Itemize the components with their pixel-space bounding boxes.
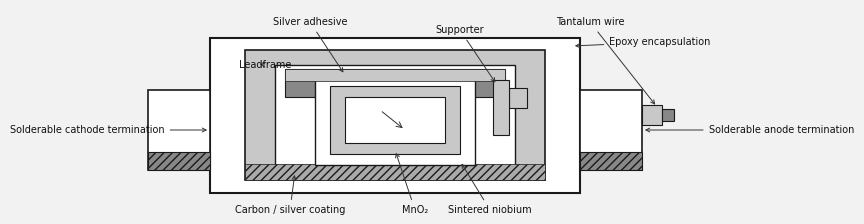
Bar: [509, 88, 527, 108]
Bar: [285, 69, 505, 81]
Bar: [662, 109, 674, 121]
Bar: [285, 69, 505, 97]
Bar: [580, 152, 642, 170]
Text: Supporter: Supporter: [435, 25, 495, 82]
Text: Tantalum wire: Tantalum wire: [556, 17, 655, 104]
Bar: [580, 90, 642, 170]
Bar: [493, 80, 509, 135]
Bar: [330, 86, 460, 154]
Bar: [245, 50, 545, 180]
Bar: [642, 105, 662, 125]
Bar: [245, 164, 545, 180]
Text: MnO₂: MnO₂: [396, 154, 429, 215]
Text: Leadframe: Leadframe: [238, 60, 291, 70]
Text: Epoxy encapsulation: Epoxy encapsulation: [576, 37, 711, 47]
Text: Solderable anode termination: Solderable anode termination: [646, 125, 854, 135]
Text: Carbon / silver coating: Carbon / silver coating: [235, 176, 346, 215]
Bar: [275, 65, 515, 165]
Text: Sintered niobium: Sintered niobium: [448, 164, 532, 215]
Bar: [345, 97, 445, 143]
Bar: [210, 38, 580, 193]
Bar: [148, 90, 210, 170]
Text: Silver adhesive: Silver adhesive: [273, 17, 347, 72]
Bar: [315, 75, 475, 165]
Bar: [148, 152, 210, 170]
Text: Solderable cathode termination: Solderable cathode termination: [10, 125, 206, 135]
